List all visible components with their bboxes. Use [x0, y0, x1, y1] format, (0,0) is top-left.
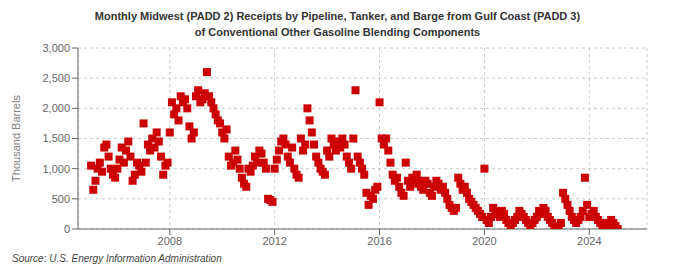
svg-text:3,000: 3,000: [42, 42, 70, 54]
svg-text:2,000: 2,000: [42, 102, 70, 114]
svg-text:1,000: 1,000: [42, 163, 70, 175]
svg-text:0: 0: [64, 223, 70, 235]
html-text:Source: U.S. Energy Informatio: Source: U.S. Energy Information Administ…: [12, 253, 222, 264]
svg-text:Thousand Barrels: Thousand Barrels: [10, 95, 22, 182]
svg-text:500: 500: [52, 193, 70, 205]
svg-text:2,500: 2,500: [42, 72, 70, 84]
svg-text:2016: 2016: [367, 235, 391, 247]
svg-text:2008: 2008: [158, 235, 182, 247]
html-text:Monthly Midwest (PADD 2) Recei: Monthly Midwest (PADD 2) Receipts by Pip…: [94, 10, 581, 38]
svg-text:2020: 2020: [472, 235, 496, 247]
svg-text:2024: 2024: [577, 235, 601, 247]
svg-text:2012: 2012: [262, 235, 286, 247]
svg-text:1,500: 1,500: [42, 132, 70, 144]
